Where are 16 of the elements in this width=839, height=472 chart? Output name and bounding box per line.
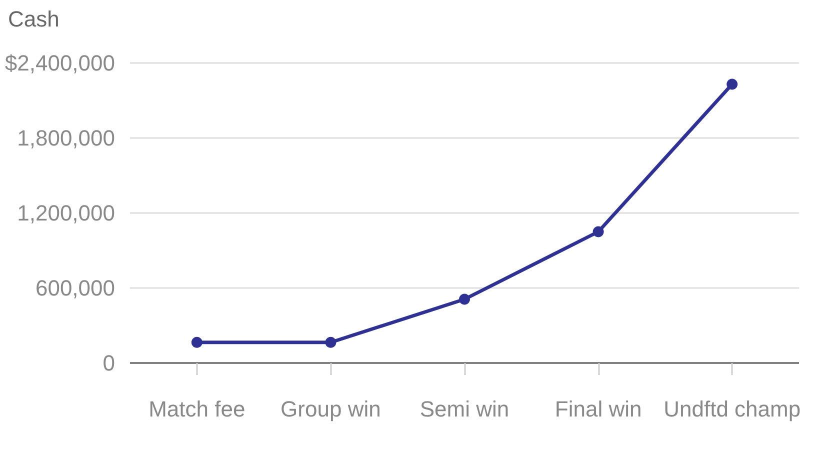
x-tick-label: Undftd champ [664,396,801,422]
point [191,336,202,348]
y-tick-label: 600,000 [35,276,115,300]
x-tick-label: Semi win [420,396,510,422]
y-axis-title: Cash [8,6,60,32]
x-tick-label: Match fee [148,396,246,422]
y-tick-label: 1,200,000 [17,200,115,226]
point [325,336,336,348]
x-tick-label: Group win [280,396,381,422]
point [726,78,738,90]
y-tick-label: 0 [102,350,115,376]
point [459,294,470,305]
point [592,226,604,238]
x-tick-label: Final win [554,396,642,422]
y-tick-label: $2,400,000 [4,50,115,76]
y-tick-label: 1,800,000 [17,126,115,150]
